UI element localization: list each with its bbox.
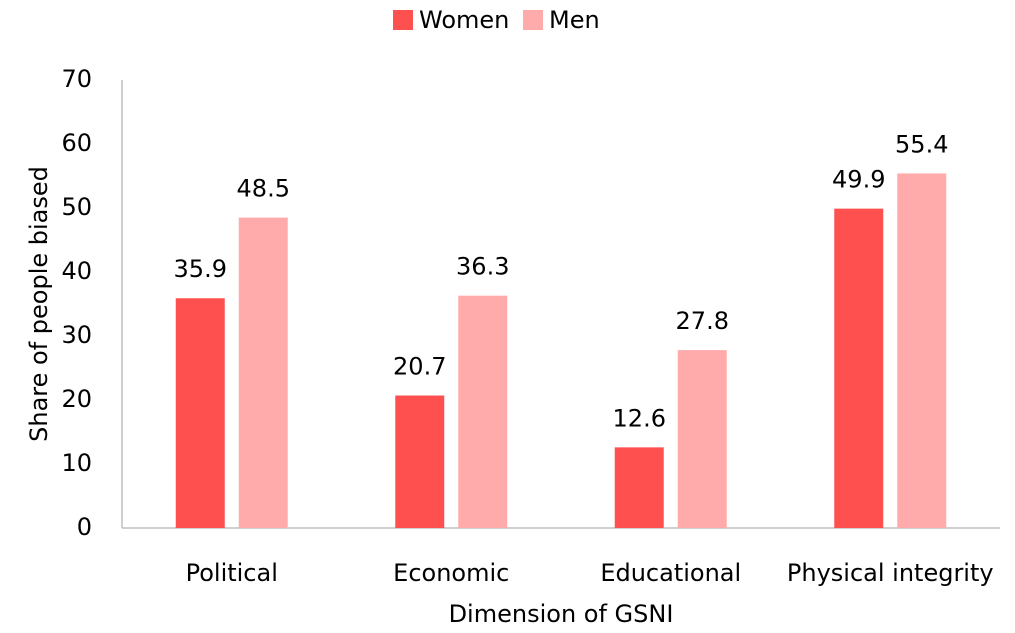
bar — [238, 217, 288, 528]
legend-swatch — [393, 10, 413, 30]
bar — [458, 295, 508, 528]
bar — [175, 298, 225, 528]
value-label: 35.9 — [174, 255, 227, 283]
value-label: 48.5 — [237, 175, 290, 203]
bar — [614, 447, 664, 528]
value-label: 49.9 — [832, 166, 885, 194]
bar — [897, 173, 947, 528]
y-axis-label: Share of people biased — [25, 166, 53, 442]
y-tick-label: 0 — [77, 513, 92, 541]
legend-swatch — [523, 10, 543, 30]
value-label: 20.7 — [393, 353, 446, 381]
y-tick-label: 70 — [61, 65, 92, 93]
y-tick-label: 50 — [61, 193, 92, 221]
x-tick-label: Educational — [600, 559, 741, 587]
value-label: 27.8 — [676, 307, 729, 335]
x-tick-label: Political — [186, 559, 278, 587]
x-axis-label: Dimension of GSNI — [449, 600, 674, 628]
y-tick-label: 40 — [61, 257, 92, 285]
y-tick-label: 30 — [61, 321, 92, 349]
value-label: 36.3 — [456, 253, 509, 281]
legend-label: Men — [549, 6, 600, 34]
value-label: 55.4 — [895, 130, 948, 158]
x-tick-label: Economic — [393, 559, 509, 587]
y-tick-label: 20 — [61, 385, 92, 413]
y-tick-label: 10 — [61, 449, 92, 477]
bar — [395, 395, 445, 528]
value-label: 12.6 — [613, 404, 666, 432]
legend-label: Women — [419, 6, 509, 34]
x-tick-label: Physical integrity — [787, 559, 994, 587]
bar — [677, 350, 727, 528]
bar — [834, 208, 884, 528]
y-tick-label: 60 — [61, 129, 92, 157]
